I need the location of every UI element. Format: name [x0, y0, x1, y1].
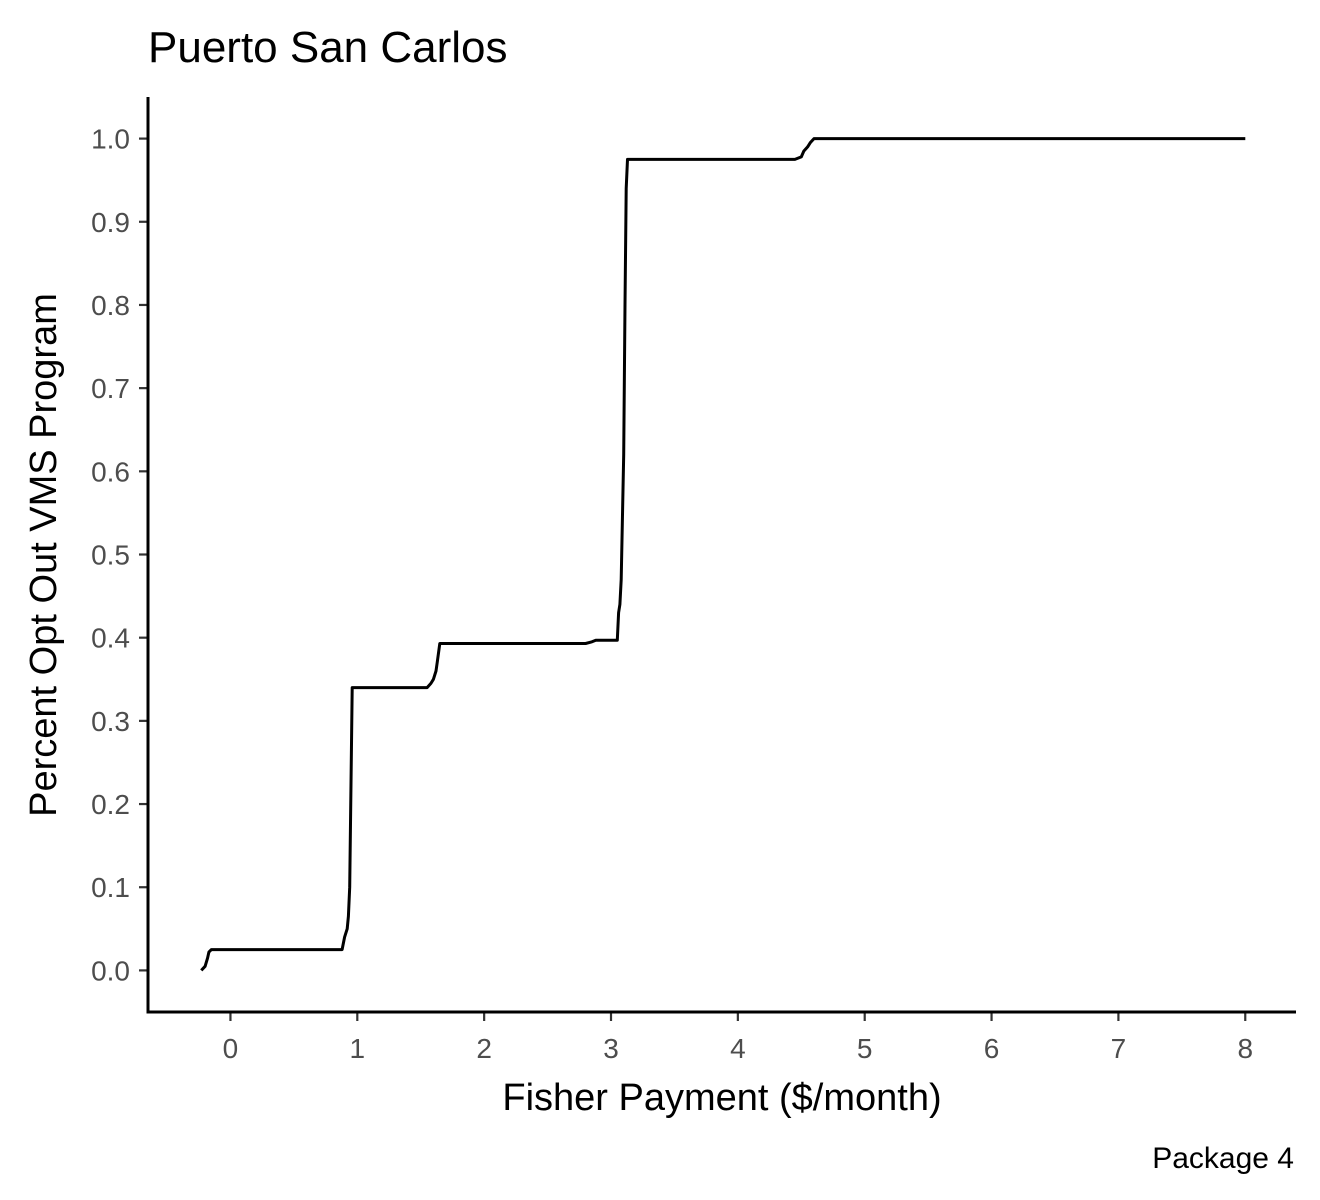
- x-axis-title: Fisher Payment ($/month): [502, 1077, 941, 1119]
- y-tick-label: 0.0: [91, 955, 130, 986]
- x-tick-label: 4: [730, 1033, 746, 1064]
- y-axis-ticks: 0.0 0.1 0.2 0.3 0.4 0.5 0.6 0.7 0.8 0.9 1.0: [91, 124, 148, 986]
- y-tick-label: 0.1: [91, 872, 130, 903]
- y-tick-label: 0.2: [91, 789, 130, 820]
- x-axis-ticks: 0 1 2 3 4 5 6 7 8: [223, 1012, 1253, 1064]
- x-tick-label: 2: [476, 1033, 492, 1064]
- x-tick-label: 5: [857, 1033, 873, 1064]
- x-tick-label: 1: [350, 1033, 366, 1064]
- x-tick-label: 3: [603, 1033, 619, 1064]
- chart-title: Puerto San Carlos: [148, 23, 508, 72]
- x-tick-label: 8: [1237, 1033, 1253, 1064]
- y-tick-label: 0.3: [91, 706, 130, 737]
- y-tick-label: 1.0: [91, 124, 130, 155]
- y-tick-label: 0.8: [91, 290, 130, 321]
- x-tick-label: 6: [984, 1033, 1000, 1064]
- y-tick-label: 0.7: [91, 373, 130, 404]
- chart-caption: Package 4: [1152, 1142, 1294, 1175]
- x-tick-label: 7: [1111, 1033, 1127, 1064]
- y-tick-label: 0.6: [91, 456, 130, 487]
- y-tick-label: 0.9: [91, 207, 130, 238]
- y-tick-label: 0.5: [91, 540, 130, 571]
- y-tick-label: 0.4: [91, 623, 130, 654]
- series-line-opt-out: [200, 137, 1246, 972]
- x-tick-label: 0: [223, 1033, 239, 1064]
- y-axis-title: Percent Opt Out VMS Program: [23, 293, 65, 817]
